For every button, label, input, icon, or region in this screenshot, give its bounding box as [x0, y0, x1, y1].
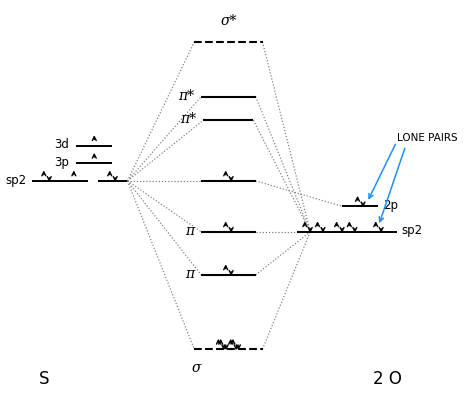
Text: 2p: 2p	[383, 199, 398, 212]
Text: 3p: 3p	[55, 156, 69, 169]
Text: π: π	[185, 267, 194, 281]
Text: sp2: sp2	[5, 173, 26, 187]
Text: 3d: 3d	[55, 139, 69, 151]
Text: σ: σ	[192, 361, 201, 375]
Text: LONE PAIRS: LONE PAIRS	[397, 133, 457, 143]
Text: π*: π*	[181, 112, 197, 126]
Text: π*: π*	[178, 89, 194, 103]
Text: sp2: sp2	[401, 224, 422, 237]
Text: S: S	[39, 370, 49, 387]
Text: 2 O: 2 O	[373, 370, 402, 387]
Text: σ*: σ*	[220, 14, 237, 28]
Text: π: π	[185, 224, 194, 237]
